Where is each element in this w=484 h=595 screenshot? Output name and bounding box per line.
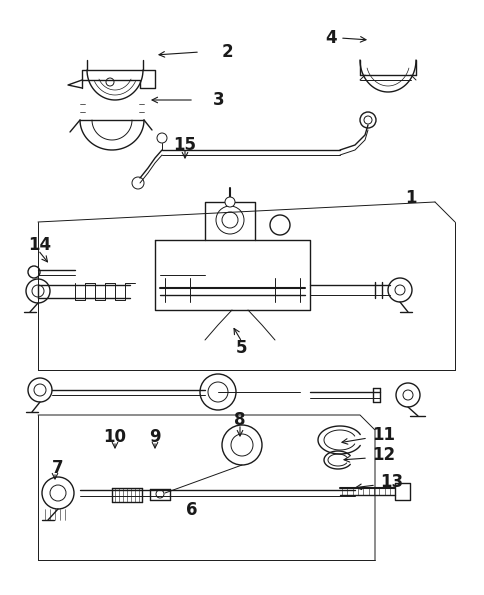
Circle shape xyxy=(225,197,235,207)
Text: 12: 12 xyxy=(371,446,394,464)
Text: 1: 1 xyxy=(404,189,416,207)
Text: 10: 10 xyxy=(103,428,126,446)
Text: 8: 8 xyxy=(234,411,245,429)
Text: 3: 3 xyxy=(212,91,224,109)
Text: 7: 7 xyxy=(52,459,63,477)
Text: 2: 2 xyxy=(222,43,233,61)
Text: 11: 11 xyxy=(371,426,394,444)
Text: 5: 5 xyxy=(236,339,247,357)
Text: 13: 13 xyxy=(379,473,402,491)
Text: 15: 15 xyxy=(173,136,196,154)
Text: 4: 4 xyxy=(324,29,336,47)
Text: 9: 9 xyxy=(149,428,161,446)
Text: 6: 6 xyxy=(186,501,197,519)
Text: 14: 14 xyxy=(28,236,51,254)
